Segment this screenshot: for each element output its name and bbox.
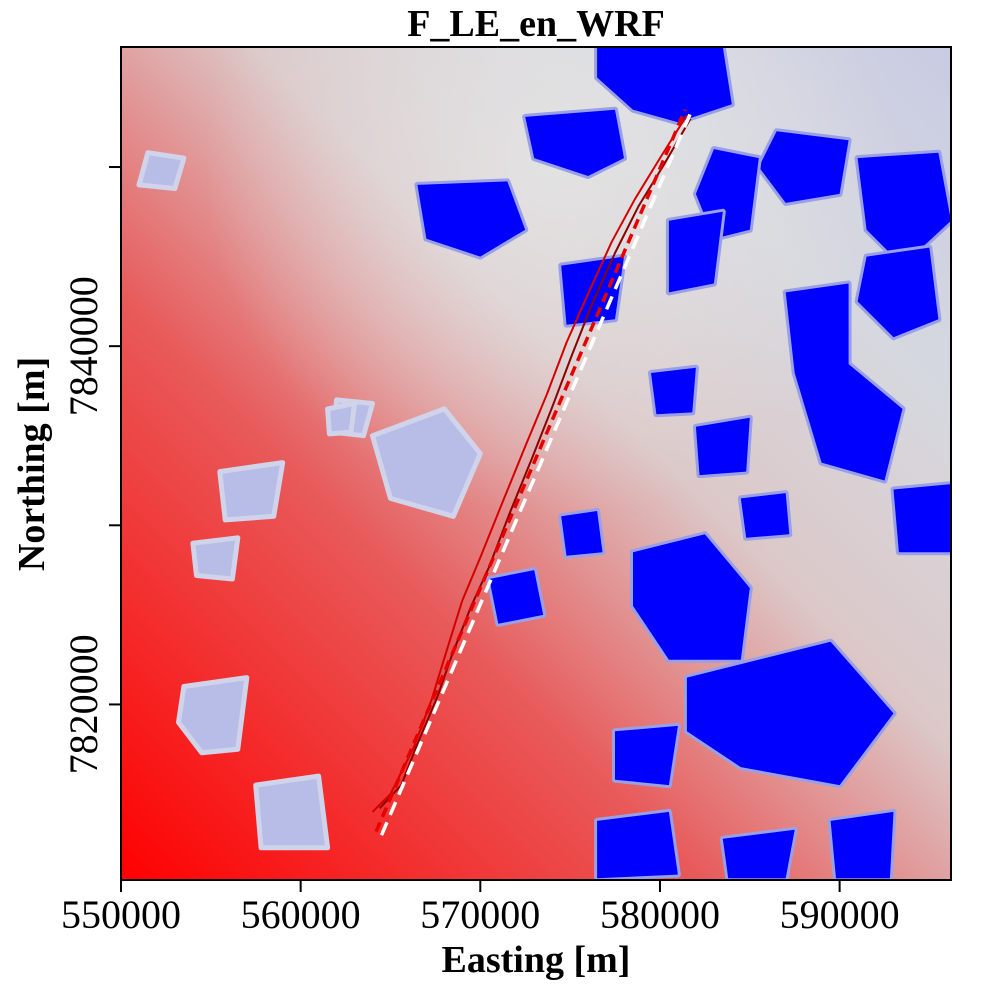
- x-tick-label: 590000: [780, 892, 900, 937]
- y-axis-label: Northing [m]: [11, 357, 53, 571]
- blue-patch: [486, 567, 547, 627]
- light-blue-patches: [136, 150, 483, 851]
- x-axis-ticks: 550000 560000 570000 580000 590000: [61, 880, 900, 937]
- blue-patch: [719, 826, 798, 880]
- blue-patch: [558, 253, 627, 328]
- blue-patch: [665, 208, 726, 296]
- x-axis-label: Easting [m]: [442, 939, 631, 981]
- blue-patch: [594, 808, 681, 880]
- y-tick-label: 7820000: [61, 634, 106, 774]
- x-tick-label: 550000: [61, 892, 181, 937]
- blue-patch: [854, 244, 942, 341]
- contour-lines: [371, 109, 693, 836]
- blue-patch: [558, 508, 606, 559]
- blue-patch: [648, 364, 699, 418]
- dashed-line: [374, 109, 687, 833]
- light-blue-patch: [176, 675, 250, 756]
- light-blue-patch: [370, 406, 483, 519]
- blue-patch: [414, 178, 529, 260]
- light-blue-patch: [217, 460, 286, 523]
- chart-title: F_LE_en_WRF: [407, 3, 665, 45]
- contour-line: [378, 118, 692, 809]
- light-blue-patch: [190, 535, 241, 582]
- blue-patch: [737, 490, 793, 541]
- blue-patch: [827, 808, 897, 880]
- blue-patch: [890, 481, 951, 556]
- x-tick-label: 570000: [420, 892, 540, 937]
- y-tick-label: 7840000: [61, 276, 106, 416]
- blue-patches: [414, 47, 951, 880]
- blue-patch: [755, 128, 852, 206]
- blue-patch: [854, 149, 951, 269]
- blue-patch: [612, 722, 681, 789]
- light-blue-patch: [325, 401, 357, 437]
- y-axis-ticks: 7820000 7840000: [61, 166, 121, 774]
- blue-patch: [782, 280, 906, 484]
- blue-patch: [630, 531, 753, 663]
- blue-patch: [692, 414, 753, 479]
- plot-frame: [120, 46, 952, 881]
- light-blue-patch: [253, 773, 331, 851]
- blue-patch: [683, 638, 897, 789]
- x-tick-label: 560000: [241, 892, 361, 937]
- light-blue-patch: [136, 150, 187, 191]
- x-tick-label: 580000: [600, 892, 720, 937]
- blue-patch: [522, 106, 627, 179]
